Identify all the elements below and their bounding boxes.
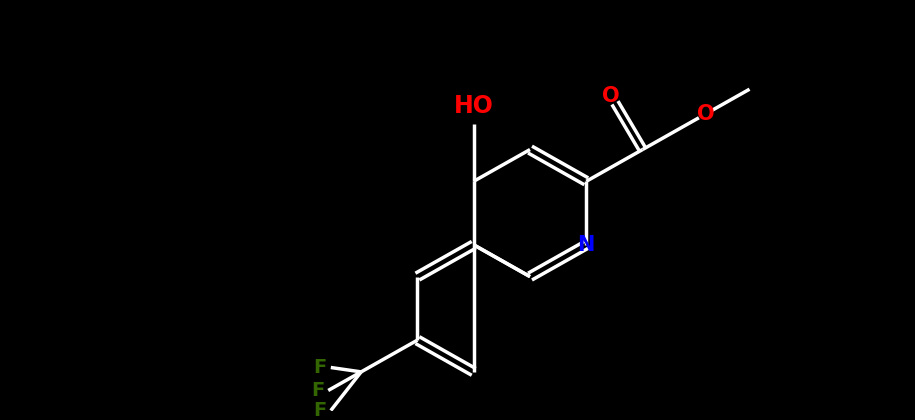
- Text: F: F: [314, 401, 327, 420]
- Text: O: O: [602, 86, 619, 106]
- Text: F: F: [314, 358, 327, 377]
- Text: O: O: [697, 104, 715, 124]
- Text: HO: HO: [454, 94, 494, 118]
- Text: N: N: [577, 235, 595, 255]
- Text: F: F: [311, 381, 324, 400]
